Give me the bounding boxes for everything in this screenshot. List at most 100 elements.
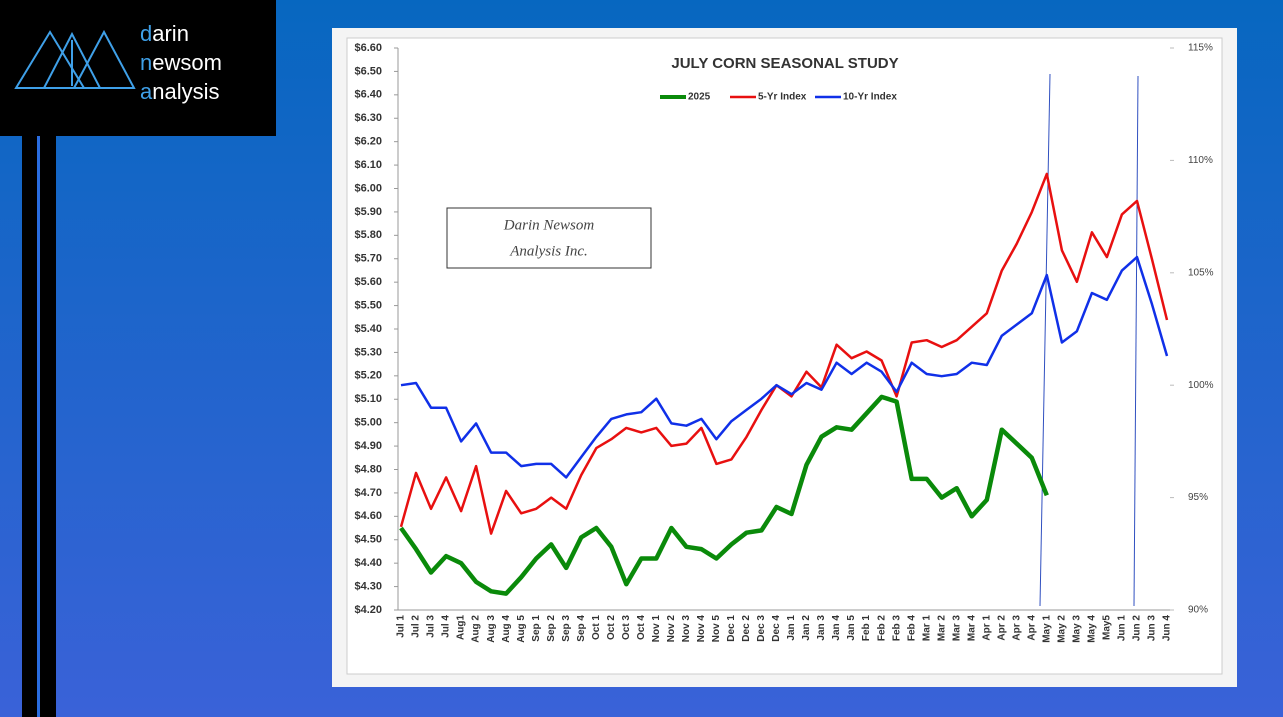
y-tick-label: $5.50 <box>354 299 382 311</box>
x-tick-label: Jun 2 <box>1132 615 1143 642</box>
y-tick-label: $6.60 <box>354 42 382 54</box>
x-tick-label: Nov 4 <box>696 615 707 643</box>
y-tick-label: $6.50 <box>354 65 382 77</box>
watermark: Darin Newsom <box>503 217 595 233</box>
x-tick-label: Jun 1 <box>1117 615 1128 642</box>
x-tick-label: Feb 4 <box>906 615 917 642</box>
x-tick-label: Nov 3 <box>681 615 692 643</box>
x-tick-label: Apr 2 <box>996 615 1007 641</box>
y-tick-label: $5.70 <box>354 253 382 265</box>
logo-box <box>0 0 276 136</box>
series-line <box>399 394 1049 596</box>
x-tick-label: Jan 1 <box>786 615 797 641</box>
logo-letter: n <box>140 50 152 75</box>
x-tick-label: Nov 5 <box>711 615 722 643</box>
x-tick-label: Jun 3 <box>1147 615 1158 642</box>
svg-text:newsom: newsom <box>140 50 222 75</box>
x-tick-label: Apr 3 <box>1011 615 1022 641</box>
x-tick-label: Apr 4 <box>1026 615 1037 641</box>
x-tick-label: Sep 3 <box>561 615 572 642</box>
logo-word: arin <box>152 21 189 46</box>
y-tick-label: $6.30 <box>354 112 382 124</box>
y-tick-label: $5.20 <box>354 370 382 382</box>
x-tick-label: Sep 4 <box>576 615 587 642</box>
watermark: Analysis Inc. <box>509 243 587 259</box>
x-tick-label: Mar 2 <box>936 615 947 642</box>
y-tick-label: $4.20 <box>354 604 382 616</box>
x-tick-label: May 3 <box>1072 615 1083 643</box>
svg-text:analysis: analysis <box>140 79 220 104</box>
x-tick-label: Oct 4 <box>636 615 647 640</box>
marker-line <box>1039 73 1051 607</box>
x-tick-label: Jun 4 <box>1162 615 1173 642</box>
y-tick-label: $5.00 <box>354 417 382 429</box>
y-tick-label: $4.80 <box>354 463 382 475</box>
x-tick-label: Dec 4 <box>771 615 782 642</box>
x-tick-label: May 1 <box>1041 615 1052 643</box>
x-tick-label: Dec 1 <box>726 615 737 642</box>
y2-tick-label: 90% <box>1188 605 1208 616</box>
x-tick-label: Jul 2 <box>411 615 422 638</box>
y-tick-label: $4.30 <box>354 580 382 592</box>
x-tick-label: Jul 3 <box>426 615 437 638</box>
chart-title: JULY CORN SEASONAL STUDY <box>671 55 898 72</box>
y-tick-label: $4.50 <box>354 534 382 546</box>
x-tick-label: Feb 1 <box>861 615 872 642</box>
logo-letter: d <box>140 21 152 46</box>
y-tick-label: $6.00 <box>354 182 382 194</box>
logo-letter: a <box>140 79 153 104</box>
y-tick-label: $5.30 <box>354 346 382 358</box>
x-tick-label: Feb 2 <box>876 615 887 642</box>
x-tick-label: Jul 1 <box>396 615 407 638</box>
y2-tick-label: 100% <box>1188 380 1214 391</box>
x-tick-label: Nov 2 <box>666 615 677 643</box>
x-tick-label: May5 <box>1102 615 1113 640</box>
x-tick-label: Jul 4 <box>441 615 452 638</box>
legend-label: 2025 <box>688 92 711 103</box>
x-tick-label: Dec 2 <box>741 615 752 642</box>
x-tick-label: Sep 2 <box>546 615 557 642</box>
x-tick-label: Oct 1 <box>591 615 602 640</box>
x-tick-label: Nov 1 <box>651 615 662 643</box>
y-tick-label: $5.60 <box>354 276 382 288</box>
y-tick-label: $6.20 <box>354 136 382 148</box>
x-tick-label: Mar 4 <box>966 615 977 642</box>
y-tick-label: $5.80 <box>354 229 382 241</box>
y2-tick-label: 110% <box>1188 155 1213 166</box>
x-tick-label: Dec 3 <box>756 615 767 642</box>
legend-label: 10-Yr Index <box>843 92 897 103</box>
y2-tick-label: 115% <box>1188 43 1213 54</box>
y-tick-label: $6.40 <box>354 89 382 101</box>
x-tick-label: Mar 3 <box>951 615 962 642</box>
y-tick-label: $5.10 <box>354 393 382 405</box>
x-tick-label: Jan 2 <box>801 615 812 641</box>
logo-word: nalysis <box>152 79 219 104</box>
x-tick-label: Aug1 <box>456 615 467 640</box>
logo-word: ewsom <box>152 50 222 75</box>
y-tick-label: $5.90 <box>354 206 382 218</box>
x-tick-label: May 4 <box>1087 615 1098 643</box>
y-tick-label: $6.10 <box>354 159 382 171</box>
x-tick-label: Jan 3 <box>816 615 827 641</box>
svg-text:darin: darin <box>140 21 189 46</box>
y-tick-label: $4.40 <box>354 557 382 569</box>
x-tick-label: Apr 1 <box>981 615 992 641</box>
side-stripe-line <box>37 130 40 717</box>
chart-area <box>346 37 1223 675</box>
logo-text: darin newsom analysis <box>140 21 222 104</box>
x-tick-label: Aug 5 <box>516 615 527 643</box>
series-line <box>400 255 1169 479</box>
y-tick-label: $4.60 <box>354 510 382 522</box>
x-tick-label: Aug 2 <box>471 615 482 643</box>
legend-label: 5-Yr Index <box>758 92 807 103</box>
x-tick-label: Aug 3 <box>486 615 497 643</box>
x-tick-label: Aug 4 <box>501 615 512 643</box>
logo-mark <box>14 29 136 89</box>
marker-line <box>1133 75 1139 607</box>
x-tick-label: Jan 5 <box>846 615 857 641</box>
y2-tick-label: 105% <box>1188 267 1214 278</box>
y2-tick-label: 95% <box>1188 492 1208 503</box>
y-tick-label: $4.70 <box>354 487 382 499</box>
x-tick-label: Jan 4 <box>831 615 842 641</box>
